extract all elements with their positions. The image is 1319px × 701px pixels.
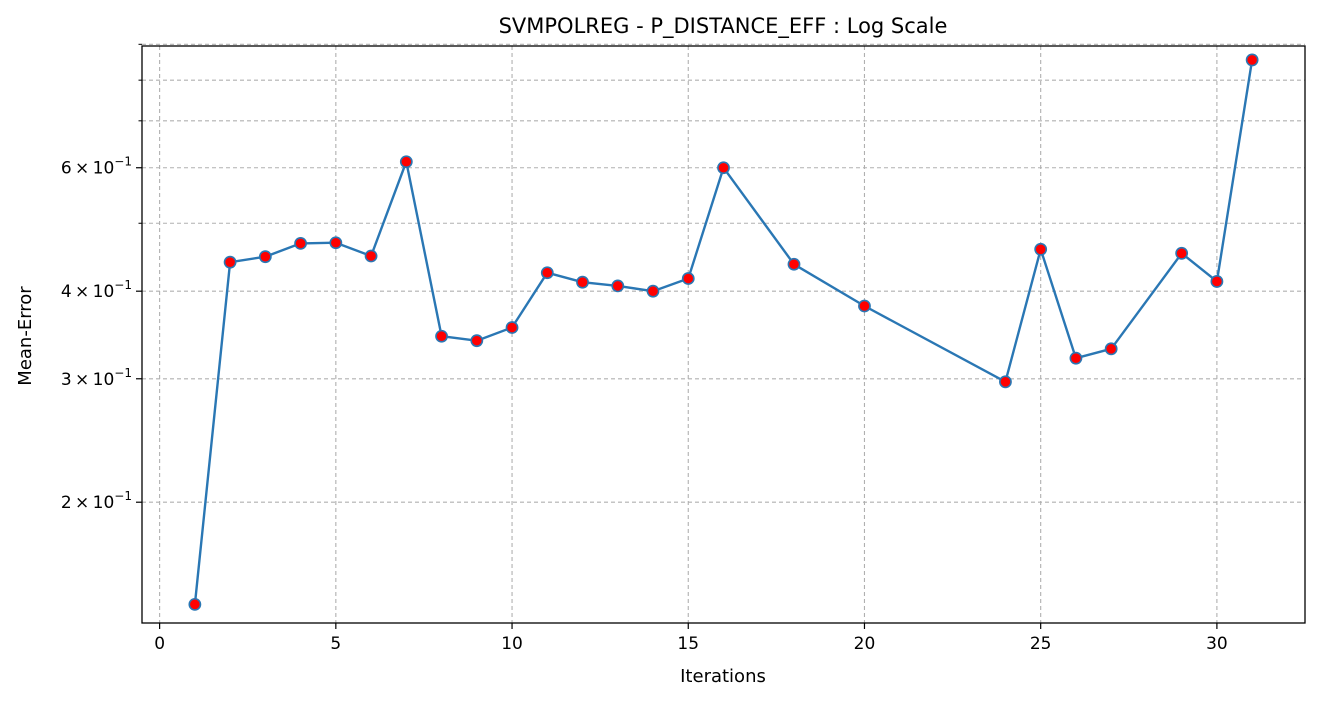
data-point [399, 155, 413, 169]
data-point [223, 255, 237, 269]
data-point [258, 250, 272, 264]
y-axis-label: Mean-Error [15, 286, 36, 386]
data-point [787, 257, 801, 271]
data-point [1210, 275, 1224, 288]
y-tick-label: 3 × 10−1 [61, 366, 132, 390]
data-point [435, 329, 448, 343]
data-point [540, 266, 554, 280]
data-point [999, 375, 1012, 389]
x-tick-label: 30 [1206, 634, 1228, 654]
data-point [505, 321, 519, 334]
x-axis-label: Iterations [680, 666, 766, 687]
data-point [1069, 351, 1083, 365]
x-tick-label: 10 [501, 634, 523, 654]
data-point [717, 161, 730, 175]
data-point [681, 272, 695, 285]
data-point [470, 334, 484, 348]
data-point [1034, 242, 1048, 256]
data-point [576, 275, 589, 289]
chart-title: SVMPOLREG - P_DISTANCE_EFF : Log Scale [499, 14, 948, 39]
data-point [1175, 246, 1189, 260]
data-point [188, 597, 202, 611]
data-point [294, 236, 307, 250]
x-tick-label: 20 [854, 634, 876, 654]
x-tick-label: 0 [154, 634, 165, 654]
x-tick-label: 15 [677, 634, 699, 654]
y-tick-label: 2 × 10−1 [61, 489, 132, 513]
data-point [611, 279, 625, 293]
data-point [858, 299, 871, 313]
y-tick-label: 6 × 10−1 [61, 155, 132, 179]
x-tick-label: 5 [330, 634, 341, 654]
x-tick-label: 25 [1030, 634, 1052, 654]
y-tick-label: 4 × 10−1 [61, 278, 132, 302]
data-point [646, 284, 660, 298]
data-point [1245, 53, 1259, 67]
data-point [329, 236, 343, 250]
series-layer [188, 53, 1259, 611]
plot-frame [141, 45, 1306, 624]
data-point [1104, 342, 1118, 356]
data-point [364, 249, 378, 263]
tick-layer: 0 5 10 15 20 25 30 2 × 10−1 3 × 10−1 4 × 10−1 6 × … [61, 43, 1228, 654]
